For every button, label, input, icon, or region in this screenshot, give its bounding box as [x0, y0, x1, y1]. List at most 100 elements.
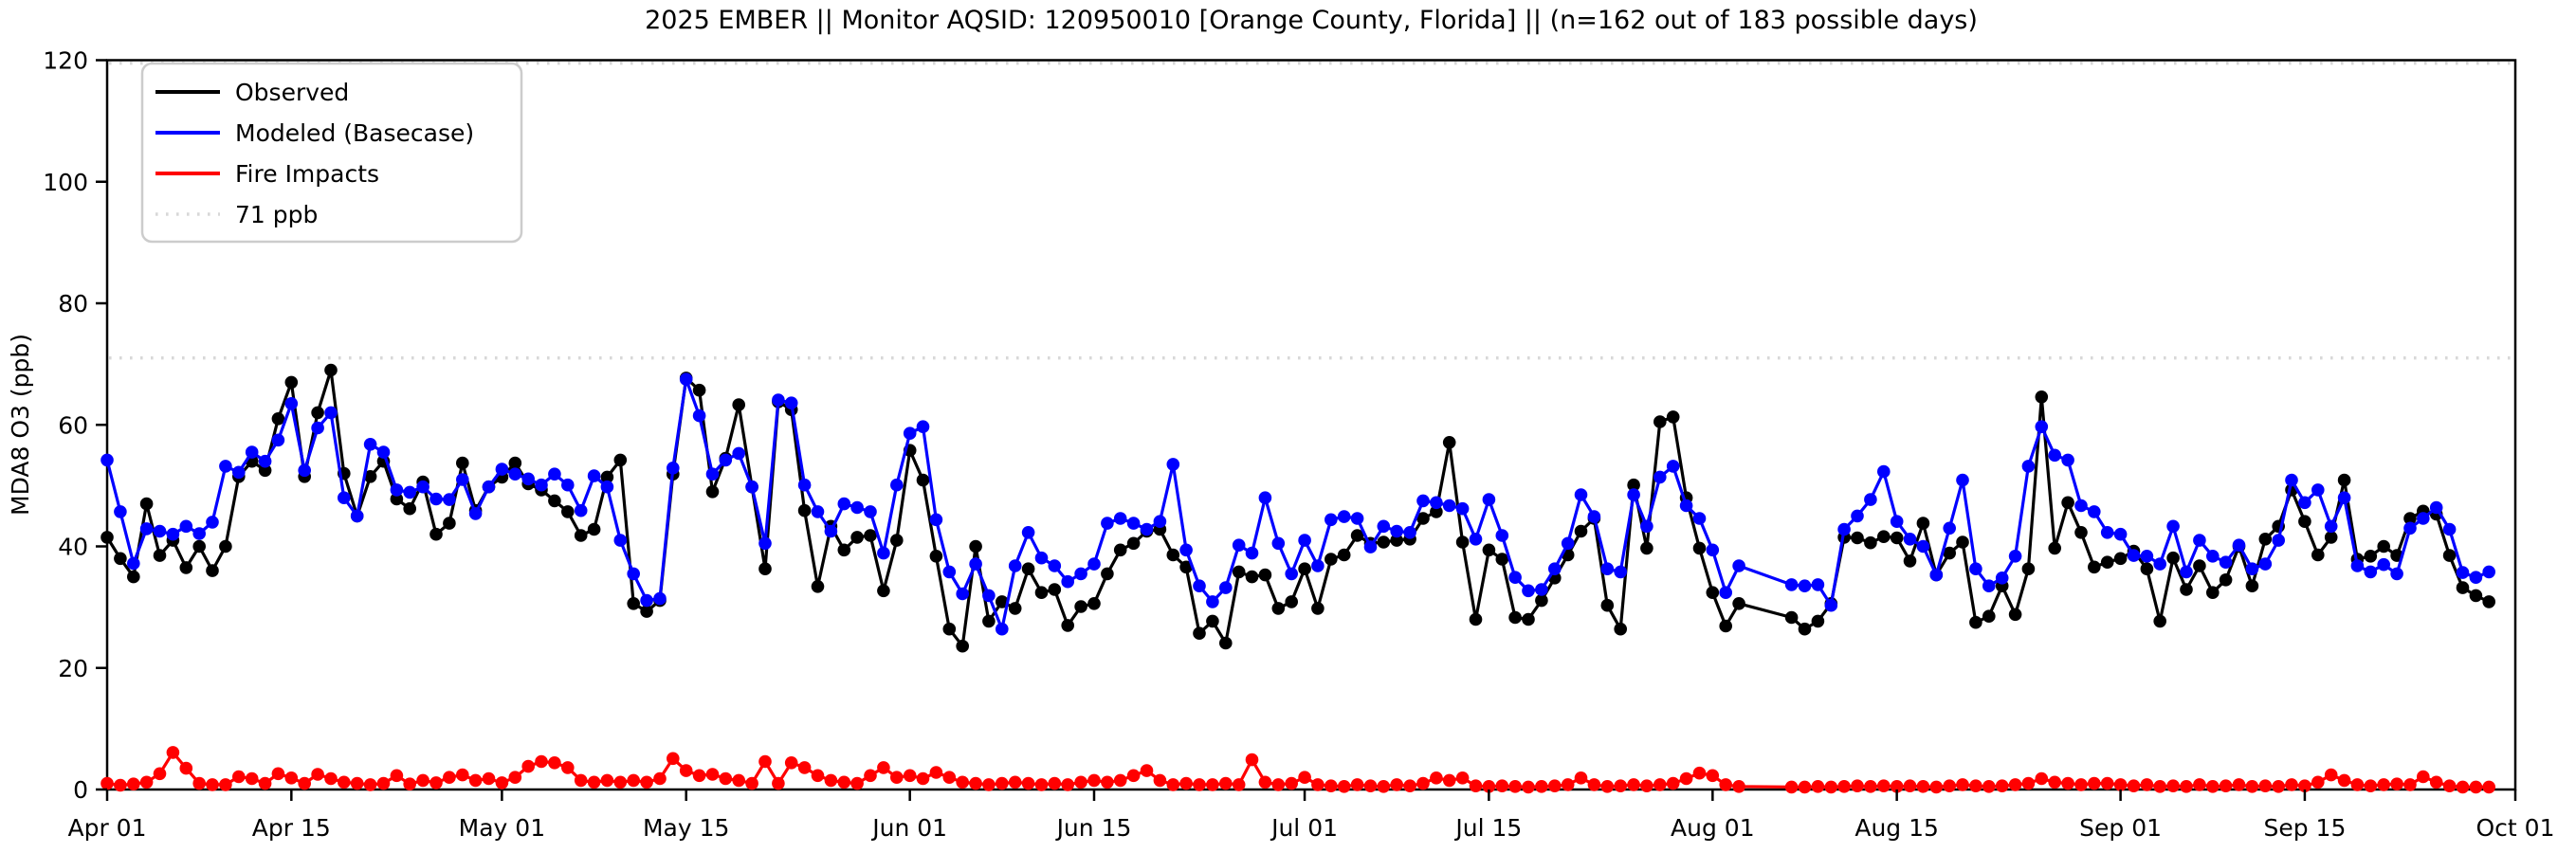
modeled-basecase-marker	[2180, 565, 2193, 579]
observed-marker	[692, 383, 706, 397]
fire-impacts-marker	[1455, 771, 1470, 785]
modeled-basecase-marker	[114, 505, 127, 518]
observed-marker	[600, 470, 614, 484]
fire-impacts-marker	[416, 773, 429, 788]
modeled-basecase-marker	[2258, 557, 2273, 571]
modeled-basecase-marker	[363, 438, 377, 451]
observed-marker	[1627, 478, 1640, 492]
modeled-basecase-marker	[561, 478, 575, 492]
observed-marker	[1482, 543, 1496, 557]
observed-marker	[1206, 614, 1219, 628]
fire-impacts-marker	[2377, 778, 2390, 791]
fire-impacts-marker	[2442, 779, 2457, 792]
modeled-basecase-marker	[1403, 526, 1416, 539]
modeled-basecase-marker	[1258, 491, 1272, 504]
modeled-basecase-marker	[1561, 536, 1575, 551]
fire-impacts-marker	[1784, 780, 1799, 794]
observed-marker	[758, 562, 772, 575]
y-tick-label: 100	[43, 169, 88, 196]
fire-impacts-marker	[1126, 769, 1141, 783]
modeled-basecase-marker	[679, 372, 693, 387]
observed-marker	[2311, 548, 2325, 562]
modeled-basecase-marker	[758, 536, 772, 551]
fire-impacts-marker	[2048, 775, 2061, 789]
fire-impacts-marker	[850, 776, 864, 790]
fire-impacts-marker	[1811, 780, 1825, 793]
modeled-basecase-marker	[2232, 538, 2246, 552]
fire-impacts-marker	[1179, 776, 1193, 790]
fire-impacts-marker	[258, 776, 272, 790]
fire-impacts-marker	[1706, 769, 1720, 783]
modeled-basecase-marker	[1311, 559, 1325, 572]
modeled-basecase-marker	[1416, 494, 1430, 508]
observed-marker	[1903, 554, 1917, 568]
modeled-basecase-marker	[667, 462, 680, 475]
modeled-basecase-marker	[1995, 572, 2009, 585]
fire-impacts-marker	[153, 767, 167, 781]
observed-marker	[1232, 565, 1246, 579]
modeled-basecase-marker	[1350, 512, 1364, 525]
fire-impacts-marker	[429, 776, 443, 789]
modeled-basecase-marker	[1048, 559, 1062, 572]
modeled-basecase-marker	[705, 467, 720, 481]
fire-impacts-marker	[2100, 776, 2114, 790]
observed-marker	[1285, 595, 1298, 608]
modeled-basecase-marker	[1469, 533, 1483, 546]
observed-marker	[1692, 541, 1707, 555]
observed-marker	[2166, 551, 2180, 565]
x-tick-label: Aug 15	[1854, 814, 1939, 842]
fire-impacts-marker	[324, 771, 338, 786]
fire-impacts-marker	[1640, 779, 1653, 792]
fire-impacts-marker	[521, 759, 535, 773]
fire-impacts-marker	[1008, 775, 1022, 789]
observed-marker	[2324, 531, 2338, 544]
fire-impacts-marker	[1851, 779, 1864, 792]
modeled-basecase-marker	[1548, 562, 1562, 575]
modeled-basecase-marker	[2153, 557, 2166, 571]
fire-impacts-marker	[1508, 780, 1522, 793]
modeled-basecase-marker	[1969, 562, 1982, 575]
observed-marker	[2456, 581, 2470, 594]
fire-impacts-marker	[772, 776, 785, 790]
modeled-basecase-marker	[627, 567, 640, 581]
x-tick-label: May 15	[643, 814, 729, 842]
fire-impacts-marker	[1679, 771, 1693, 786]
fire-impacts-marker	[232, 770, 246, 784]
modeled-basecase-marker	[864, 505, 877, 518]
fire-impacts-marker	[2061, 776, 2074, 790]
observed-marker	[864, 529, 877, 542]
observed-marker	[1877, 530, 1891, 543]
modeled-basecase-marker	[324, 406, 338, 420]
fire-impacts-marker	[1495, 779, 1509, 792]
x-tick-label: May 01	[459, 814, 545, 842]
modeled-basecase-marker	[1614, 565, 1627, 579]
observed-marker	[2442, 549, 2457, 562]
observed-marker	[1101, 567, 1114, 581]
fire-impacts-marker	[1219, 776, 1233, 790]
observed-marker	[153, 549, 167, 562]
fire-impacts-marker	[2469, 780, 2483, 794]
observed-marker	[311, 406, 324, 420]
modeled-basecase-marker	[127, 556, 140, 571]
observed-marker	[811, 580, 825, 593]
observed-marker	[1508, 610, 1522, 625]
observed-marker	[850, 531, 864, 544]
fire-impacts-marker	[2429, 775, 2443, 789]
fire-impacts-marker	[100, 776, 114, 790]
fire-impacts-marker	[166, 746, 180, 759]
legend-label: 71 ppb	[235, 201, 318, 228]
modeled-basecase-marker	[1679, 499, 1693, 513]
modeled-basecase-marker	[1719, 586, 1732, 599]
modeled-basecase-marker	[2429, 500, 2443, 515]
fire-impacts-marker	[1298, 771, 1311, 784]
observed-marker	[1442, 436, 1456, 449]
fire-impacts-marker	[837, 775, 851, 789]
observed-marker	[390, 492, 404, 506]
observed-marker	[192, 539, 206, 554]
fire-impacts-marker	[1113, 773, 1127, 788]
modeled-basecase-marker	[548, 467, 561, 481]
modeled-basecase-marker	[1442, 499, 1456, 513]
observed-marker	[613, 453, 628, 467]
fire-impacts-marker	[2140, 778, 2154, 791]
fire-impacts-marker	[864, 769, 877, 783]
